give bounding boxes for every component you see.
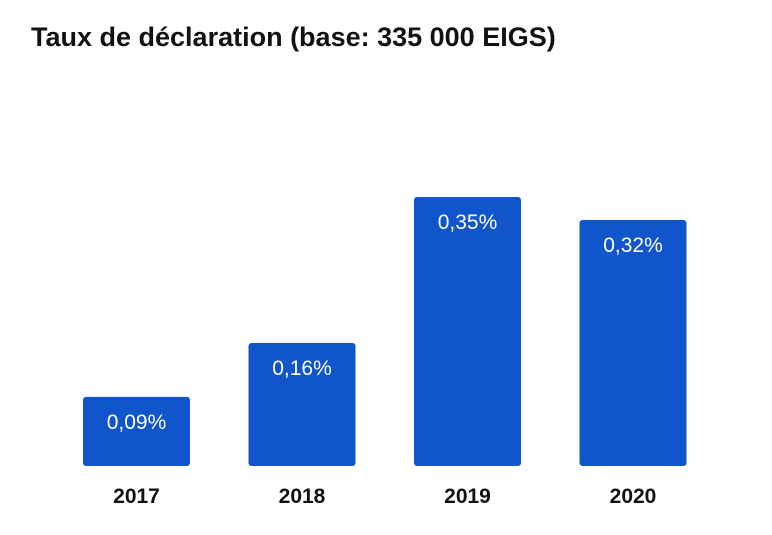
category-label-2019: 2019 bbox=[444, 485, 491, 508]
bar-2020 bbox=[579, 220, 687, 466]
data-label-2017: 0,09% bbox=[107, 411, 167, 434]
category-label-2017: 2017 bbox=[113, 485, 160, 508]
data-label-2020: 0,32% bbox=[603, 234, 663, 257]
data-label-2018: 0,16% bbox=[272, 357, 332, 380]
bar-2019 bbox=[414, 197, 521, 466]
bar-2018 bbox=[248, 343, 356, 466]
chart-title: Taux de déclaration (base: 335 000 EIGS) bbox=[31, 22, 556, 52]
category-label-2018: 2018 bbox=[279, 485, 326, 508]
category-label-2020: 2020 bbox=[610, 485, 657, 508]
data-label-2019: 0,35% bbox=[438, 211, 498, 234]
bar-2017 bbox=[83, 396, 190, 466]
